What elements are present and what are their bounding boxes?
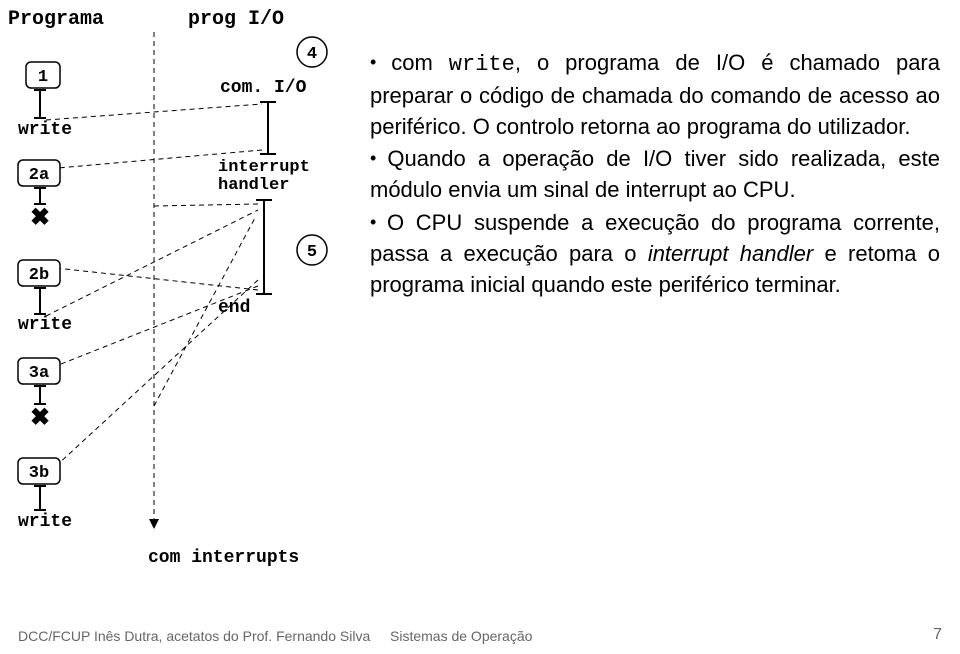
label-programa: Programa [8, 8, 104, 31]
x-mark-x1: ✖ [30, 206, 50, 230]
label-write3: write [18, 512, 72, 532]
label-com_io: com. I/O [220, 78, 306, 98]
svg-text:4: 4 [307, 45, 317, 64]
page-number: 7 [933, 626, 942, 644]
body-text: • com write, o programa de I/O é chamado… [370, 48, 940, 302]
svg-text:1: 1 [38, 68, 48, 87]
label-prog_io: prog I/O [188, 8, 284, 31]
label-interrupt: interrupt [218, 158, 310, 177]
footer-left: DCC/FCUP Inês Dutra, acetatos do Prof. F… [18, 628, 370, 644]
svg-text:2b: 2b [29, 266, 49, 285]
body-paragraph: • O CPU suspende a execução do programa … [370, 208, 940, 300]
svg-text:3a: 3a [29, 364, 49, 383]
footer-mid: Sistemas de Operação [390, 628, 532, 644]
page: 1 2a 2b 3a 3b 4 5 Programa prog I/O com. I/O inte… [0, 0, 960, 654]
body-paragraph: • com write, o programa de I/O é chamado… [370, 48, 940, 142]
svg-text:2a: 2a [29, 166, 49, 185]
label-handler: handler [218, 176, 289, 195]
svg-text:3b: 3b [29, 464, 49, 483]
label-end: end [218, 298, 250, 318]
svg-text:5: 5 [307, 243, 317, 262]
label-write2: write [18, 315, 72, 335]
x-mark-x2: ✖ [30, 406, 50, 430]
label-com_interrupts: com interrupts [148, 548, 299, 568]
label-write1: write [18, 120, 72, 140]
body-paragraph: • Quando a operação de I/O tiver sido re… [370, 144, 940, 206]
